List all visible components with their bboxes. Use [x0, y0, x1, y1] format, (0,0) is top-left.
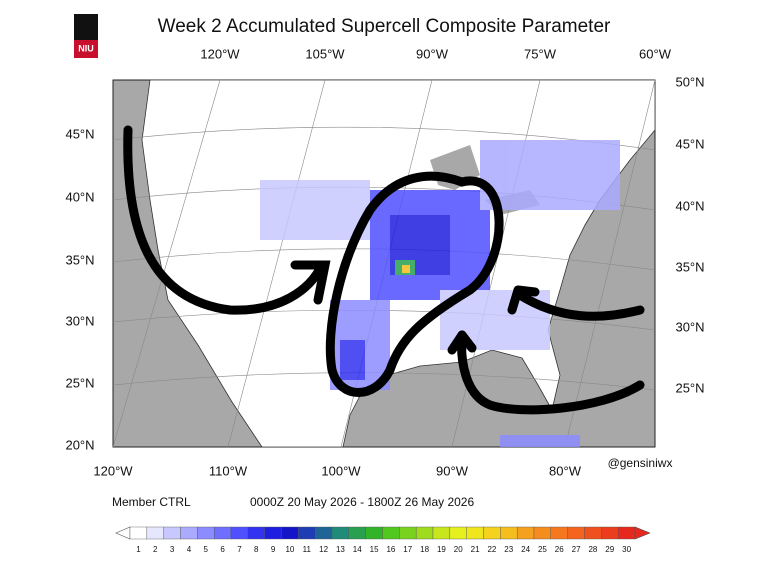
colorbar-box [500, 526, 518, 540]
colorbar-label: 26 [555, 545, 564, 554]
coord-label: 30°N [65, 313, 94, 328]
colorbar-box [584, 526, 602, 540]
colorbar-box [567, 526, 585, 540]
colorbar-label: 12 [319, 545, 328, 554]
colorbar-label: 22 [487, 545, 496, 554]
colorbar-label: 1 [136, 545, 141, 554]
member: Member CTRL [112, 495, 191, 509]
map: 120°W 105°W 90°W 75°W 60°W 120°W 110°W 100°W 90°… [65, 46, 704, 478]
colorbar-box [550, 526, 568, 540]
title: Week 2 Accumulated Supercell Composite P… [158, 16, 611, 37]
colorbar-label: 7 [237, 545, 242, 554]
colorbar-label: 17 [403, 545, 412, 554]
colorbar-box [432, 526, 451, 540]
logo-text: NIU [78, 43, 94, 53]
colorbar-box [281, 526, 299, 540]
colorbar-label: 27 [572, 545, 581, 554]
colorbar-box [314, 526, 333, 540]
colorbar-box [146, 526, 164, 540]
colorbar-label: 20 [454, 545, 463, 554]
colorbar-box [533, 526, 552, 540]
colorbar-label: 29 [605, 545, 614, 554]
coord-label: 120°W [200, 46, 240, 61]
colorbar-box [180, 526, 198, 540]
colorbar-label: 18 [420, 545, 429, 554]
coord-label: 100°W [321, 463, 361, 478]
coord-label: 80°W [549, 463, 582, 478]
colorbar-label: 5 [204, 545, 209, 554]
colorbar-box [617, 526, 636, 540]
colorbar-box [601, 526, 619, 540]
annotation-arrows [123, 125, 645, 415]
colorbar-label: 6 [220, 545, 225, 554]
colorbar-label: 19 [437, 545, 446, 554]
coord-label: 25°N [675, 380, 704, 395]
colorbar-box [449, 526, 467, 540]
colorbar-box [163, 526, 181, 540]
colorbar-label: 14 [353, 545, 362, 554]
scp-shading [260, 140, 620, 447]
colorbar-box [331, 526, 350, 540]
colorbar-label: 13 [336, 545, 345, 554]
colorbar-box [365, 526, 383, 540]
colorbar-box [213, 526, 232, 540]
colorbar-label: 3 [170, 545, 175, 554]
colorbar-label: 9 [271, 545, 276, 554]
colorbar-label: 21 [471, 545, 480, 554]
colorbar-box [230, 526, 249, 540]
colorbar-box [483, 526, 501, 540]
colorbar-label: 11 [303, 545, 312, 554]
colorbar-label: 15 [370, 545, 379, 554]
coord-label: 90°W [436, 463, 469, 478]
colorbar-label: 16 [386, 545, 395, 554]
colorbar-label: 25 [538, 545, 547, 554]
colorbar-label: 4 [187, 545, 192, 554]
colorbar-label: 23 [504, 545, 513, 554]
colorbar-box [247, 526, 265, 540]
period: 0000Z 20 May 2026 - 1800Z 26 May 2026 [250, 495, 474, 509]
credit: @gensiniwx [608, 456, 673, 470]
colorbar-box [466, 526, 484, 540]
coord-label: 60°W [639, 46, 672, 61]
coord-label: 45°N [65, 126, 94, 141]
coord-label: 25°N [65, 375, 94, 390]
coord-label: 110°W [209, 463, 248, 478]
coord-label: 35°N [65, 252, 94, 267]
colorbar-box [264, 526, 282, 540]
colorbar-label: 30 [622, 545, 631, 554]
colorbar-box [298, 526, 316, 540]
coord-label: 40°N [675, 198, 704, 213]
coord-label: 35°N [675, 259, 704, 274]
logo: NIU [74, 14, 98, 58]
coord-label: 90°W [416, 46, 449, 61]
colorbar-label: 8 [254, 545, 259, 554]
colorbar-label: 2 [153, 545, 158, 554]
colorbar-label: 10 [285, 545, 294, 554]
colorbar-box [399, 526, 417, 540]
colorbar-over [634, 526, 651, 540]
coord-label: 50°N [675, 74, 704, 89]
coord-label: 120°W [93, 463, 133, 478]
colorbar-box [129, 526, 148, 540]
colorbar-box [382, 526, 400, 540]
coord-label: 45°N [675, 136, 704, 151]
coord-label: 75°W [524, 46, 557, 61]
colorbar-label: 28 [588, 545, 597, 554]
coord-label: 40°N [65, 189, 94, 204]
colorbar-box [415, 526, 434, 540]
colorbar-box [197, 526, 215, 540]
coord-label: 30°N [675, 319, 704, 334]
colorbar-label: 24 [521, 545, 530, 554]
colorbar-box [516, 526, 535, 540]
coord-label: 105°W [305, 46, 345, 61]
coord-label: 20°N [65, 437, 94, 452]
colorbar-box [348, 526, 366, 540]
colorbar: 1 2 3 4 5 6 7 8 9 10 11 12 13 14 15 16 17 18 19 20 21 22 23 24 2… [115, 526, 651, 554]
